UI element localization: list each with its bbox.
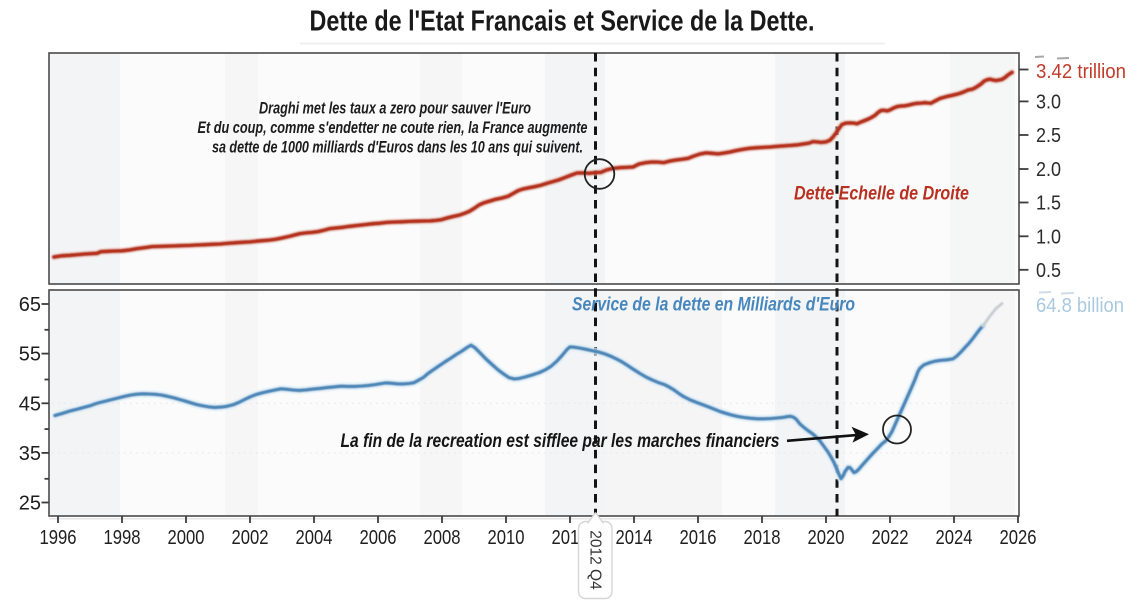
svg-text:35: 35 [19, 443, 41, 465]
svg-text:2008: 2008 [424, 527, 461, 549]
svg-text:1996: 1996 [40, 527, 77, 549]
svg-text:0.5: 0.5 [1036, 260, 1061, 282]
svg-text:sa dette de 1000 milliards d'E: sa dette de 1000 milliards d'Euros dans … [212, 139, 583, 157]
svg-text:Dette Echelle de Droite: Dette Echelle de Droite [794, 183, 969, 205]
svg-text:2006: 2006 [360, 527, 397, 549]
svg-text:1.0: 1.0 [1036, 227, 1061, 249]
svg-text:2026: 2026 [1000, 527, 1037, 549]
svg-text:1998: 1998 [104, 527, 141, 549]
svg-text:2002: 2002 [232, 527, 269, 549]
svg-text:2020: 2020 [808, 527, 845, 549]
svg-text:Dette de l'Etat Francais et Se: Dette de l'Etat Francais et Service de l… [310, 6, 815, 38]
svg-text:25: 25 [19, 493, 41, 515]
svg-text:Service de la dette en Milliar: Service de la dette en Milliards d'Euro [572, 293, 855, 315]
svg-text:2014: 2014 [616, 527, 653, 549]
svg-text:55: 55 [19, 344, 41, 366]
svg-text:2024: 2024 [936, 527, 973, 549]
svg-text:2018: 2018 [744, 527, 781, 549]
svg-text:2000: 2000 [168, 527, 205, 549]
svg-text:2.0: 2.0 [1036, 159, 1061, 181]
svg-text:45: 45 [19, 393, 41, 415]
svg-text:Et du coup, comme s'endetter n: Et du coup, comme s'endetter ne coute ri… [198, 119, 588, 137]
svg-text:2010: 2010 [488, 527, 525, 549]
svg-text:Draghi met les taux a zero pou: Draghi met les taux a zero pour sauver l… [259, 100, 531, 118]
svg-text:2004: 2004 [296, 527, 333, 549]
svg-text:3.42 trillion: 3.42 trillion [1036, 61, 1126, 83]
svg-text:65: 65 [19, 294, 41, 316]
svg-text:1.5: 1.5 [1036, 193, 1061, 215]
svg-text:2016: 2016 [680, 527, 717, 549]
svg-text:2.5: 2.5 [1036, 125, 1061, 147]
svg-text:64.8 billion: 64.8 billion [1036, 295, 1124, 317]
svg-text:2022: 2022 [872, 527, 909, 549]
svg-text:3.0: 3.0 [1036, 92, 1061, 114]
svg-text:La fin de la recreation est si: La fin de la recreation est sifflee par … [341, 430, 780, 452]
svg-text:2012 Q4: 2012 Q4 [587, 530, 604, 590]
